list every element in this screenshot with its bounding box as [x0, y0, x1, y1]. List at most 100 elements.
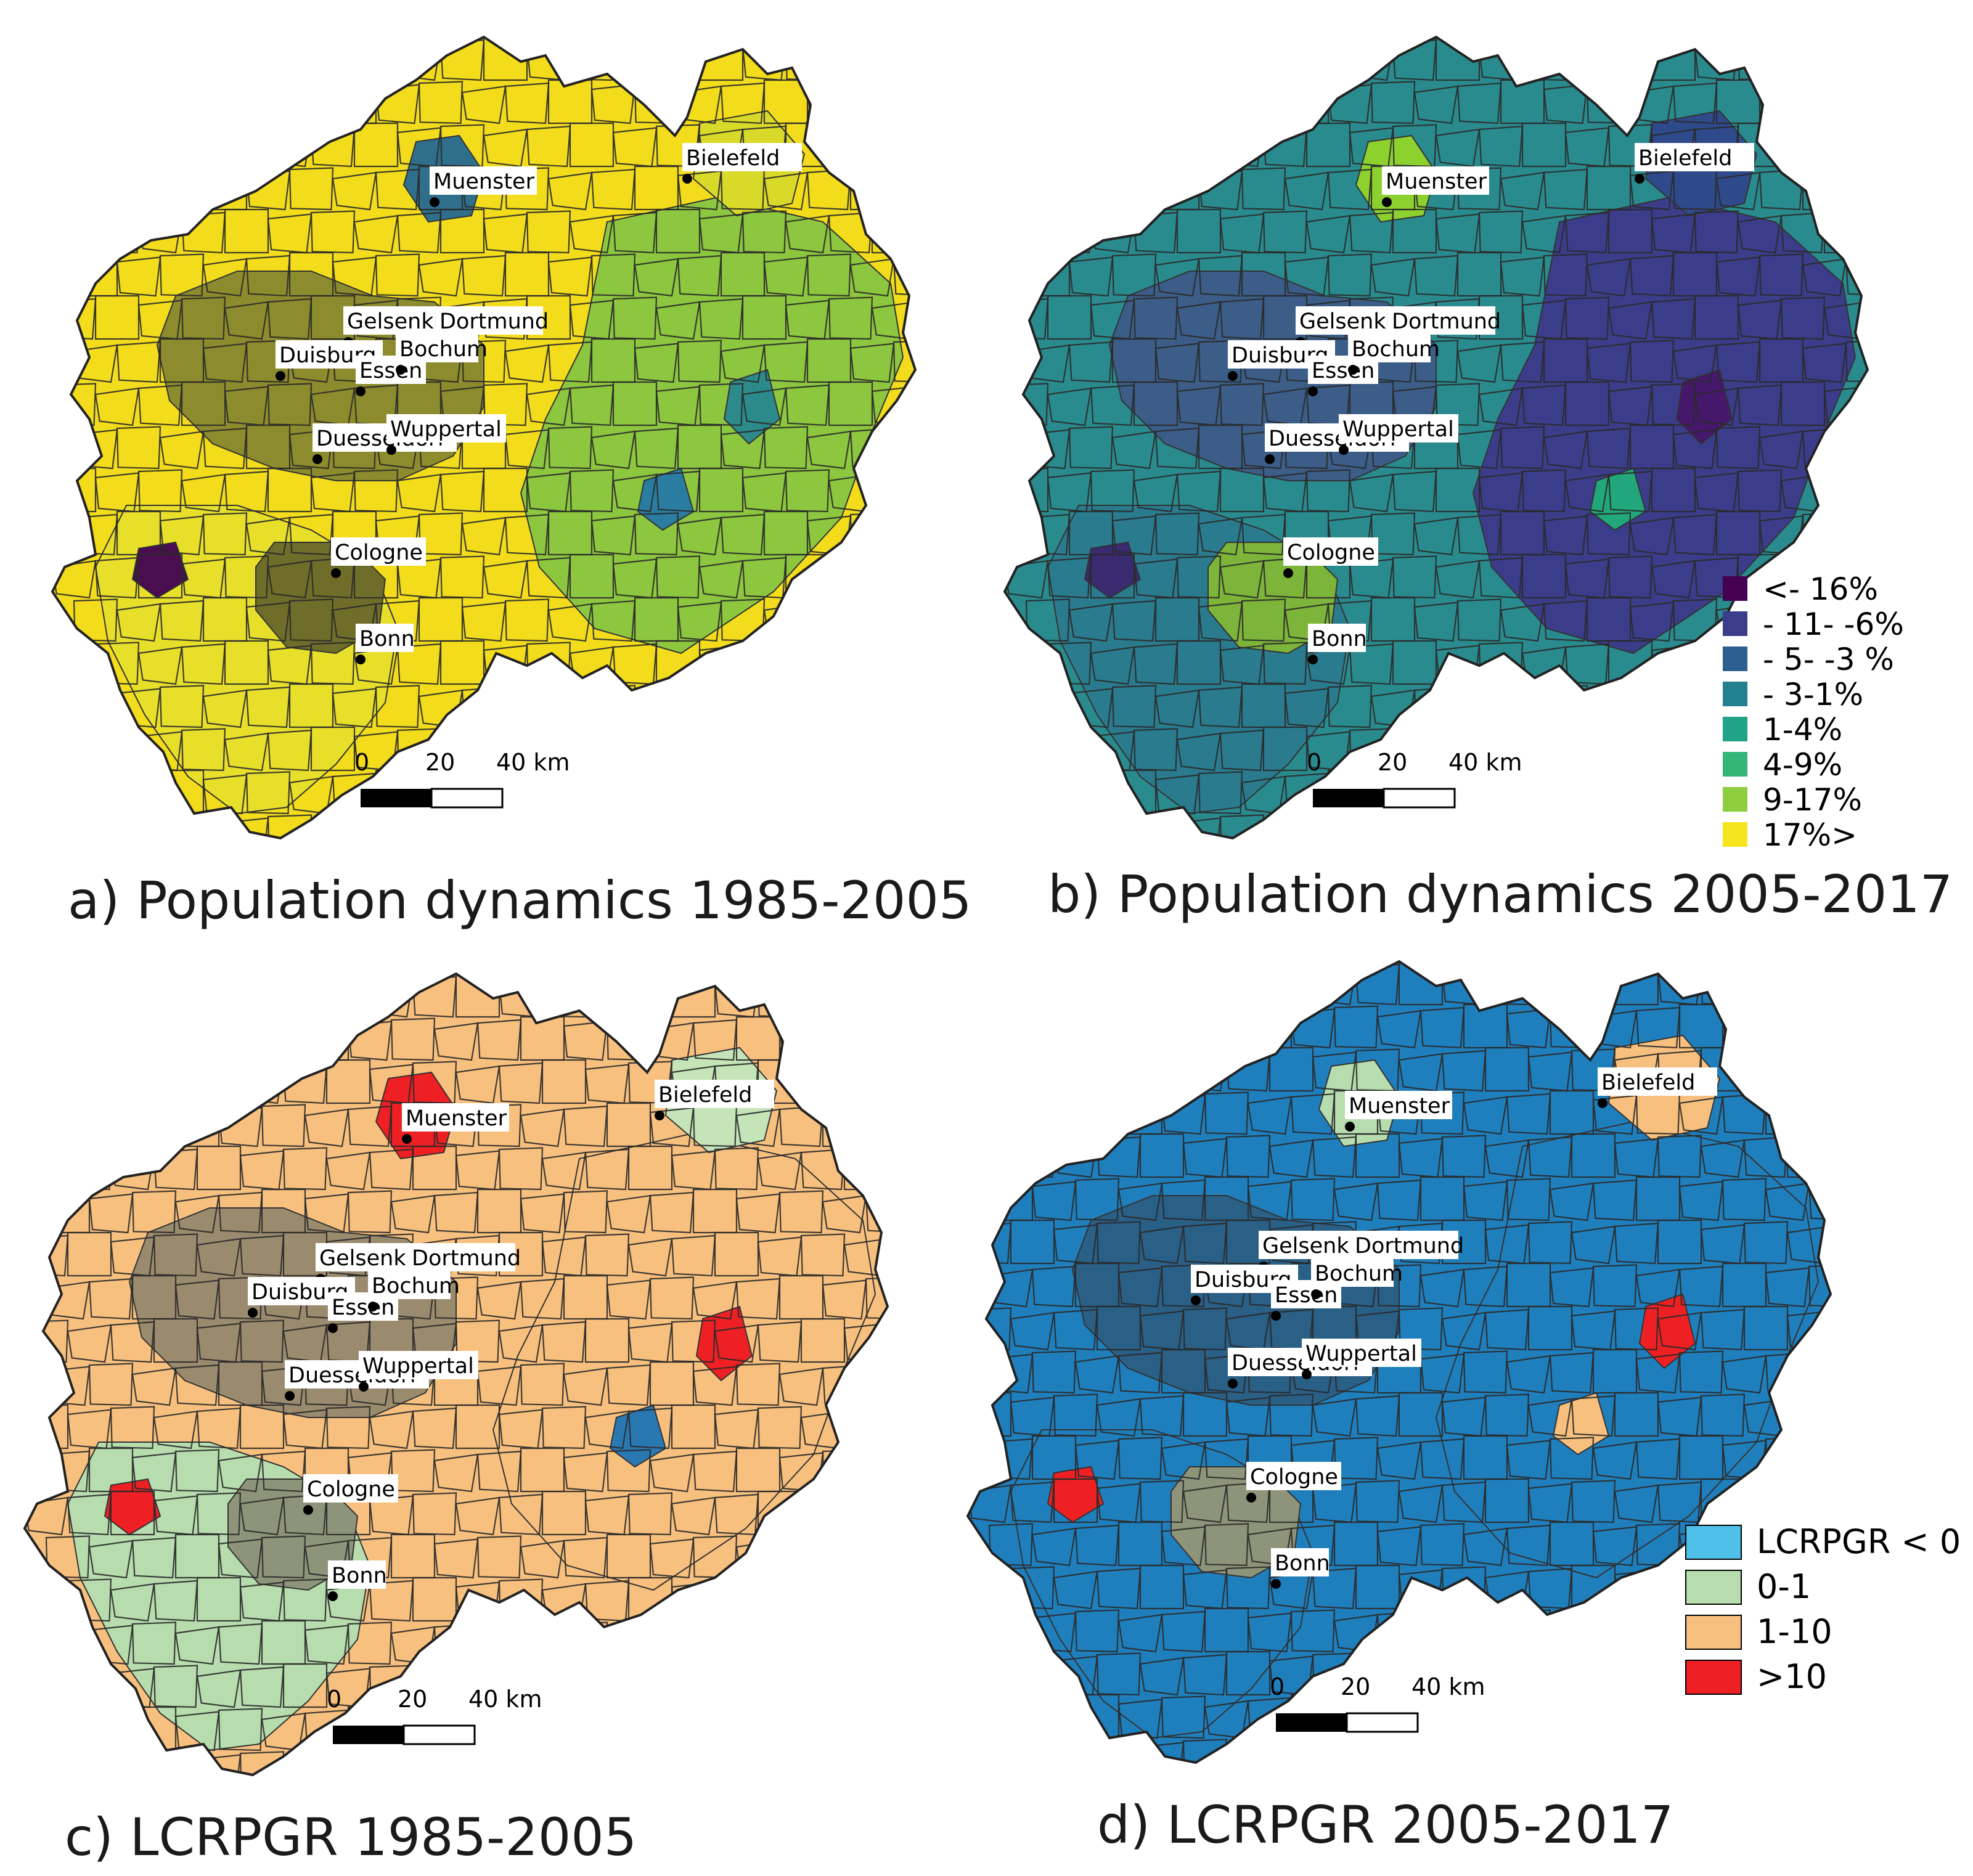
- legend-swatch: [1685, 1525, 1742, 1560]
- city-label-bg: [386, 414, 506, 442]
- municipality-cell: [569, 384, 615, 426]
- municipality-cell: [1312, 1737, 1357, 1763]
- municipality-cell: [1182, 1739, 1228, 1763]
- city-label-bg: [1348, 334, 1431, 362]
- municipality-cell: [547, 256, 593, 297]
- municipality-cell: [547, 171, 593, 211]
- municipality-cell: [590, 168, 636, 211]
- municipality-cell: [1005, 213, 1049, 254]
- municipality-cell: [1355, 1395, 1400, 1437]
- municipality-cell: [1737, 469, 1783, 513]
- municipality-cell: [1700, 1139, 1746, 1178]
- city-label: Wuppertal: [362, 1354, 474, 1379]
- city-label-bg: [1271, 1548, 1329, 1576]
- municipality-cell: [439, 470, 485, 513]
- city-dot: [1308, 386, 1318, 396]
- municipality-cell: [563, 1190, 608, 1234]
- city-label-bg: [655, 1080, 774, 1108]
- municipality-cell: [627, 976, 673, 1018]
- municipality-cell: [1111, 515, 1157, 556]
- municipality-cell: [1392, 817, 1437, 838]
- city-dot: [1345, 1122, 1355, 1132]
- municipality-cell: [627, 1407, 673, 1450]
- municipality-cell: [698, 560, 744, 599]
- municipality-cell: [353, 815, 399, 838]
- municipality-cell: [886, 1234, 888, 1277]
- municipality-cell: [612, 42, 658, 81]
- municipality-cell: [778, 1367, 824, 1406]
- municipality-cell: [806, 769, 852, 815]
- municipality-cell: [1068, 772, 1114, 815]
- municipality-cell: [131, 1105, 177, 1148]
- municipality-cell: [1766, 1784, 1809, 1824]
- municipality-cell: [968, 1569, 1012, 1610]
- municipality-cell: [1204, 1091, 1249, 1135]
- city-dot: [430, 197, 439, 207]
- municipality-cell: [1829, 961, 1831, 1006]
- municipality-cell: [1355, 1133, 1400, 1178]
- municipality-cell: [1413, 255, 1459, 297]
- municipality-cell: [865, 1538, 888, 1579]
- municipality-cell: [1700, 1393, 1746, 1437]
- municipality-cell: [137, 38, 183, 81]
- municipality-cell: [871, 124, 915, 168]
- municipality-cell: [547, 772, 593, 815]
- municipality-cell: [865, 1107, 888, 1148]
- municipality-cell: [893, 170, 915, 211]
- municipality-cell: [1010, 1650, 1055, 1696]
- panel-title-a: a) Population dynamics 1985-2005: [68, 870, 971, 931]
- municipality-cell: [174, 1449, 220, 1493]
- municipality-cell: [1614, 1307, 1659, 1351]
- municipality-cell: [1139, 1395, 1185, 1437]
- municipality-cell: [1456, 82, 1502, 124]
- city-label: Cologne: [1287, 540, 1375, 565]
- municipality-cell: [735, 1108, 781, 1148]
- municipality-cell: [1564, 812, 1610, 838]
- legend-swatch: [1723, 787, 1747, 812]
- municipality-cell: [455, 1404, 500, 1450]
- municipality-cell: [1349, 211, 1394, 254]
- municipality-cell: [1874, 1482, 1917, 1522]
- municipality-cell: [741, 387, 787, 426]
- municipality-cell: [1090, 646, 1135, 685]
- municipality-cell: [439, 817, 485, 838]
- municipality-cell: [914, 128, 915, 168]
- municipality-cell: [1010, 965, 1055, 1006]
- municipality-cell: [1845, 516, 1868, 556]
- municipality-cell: [569, 214, 615, 254]
- city-dot: [396, 365, 406, 375]
- municipality-cell: [627, 1145, 673, 1191]
- municipality-cell: [239, 974, 285, 1018]
- municipality-cell: [590, 515, 636, 556]
- municipality-cell: [1829, 1222, 1831, 1265]
- municipality-cell: [137, 815, 183, 838]
- city-label: Dortmund: [439, 309, 549, 334]
- municipality-cell: [1506, 1178, 1551, 1221]
- municipality-cell: [245, 686, 291, 728]
- municipality-cell: [1117, 1613, 1163, 1653]
- municipality-cell: [1441, 1135, 1487, 1178]
- municipality-cell: [1198, 255, 1243, 297]
- municipality-cell: [282, 1663, 328, 1708]
- municipality-cell: [937, 253, 980, 296]
- municipality-cell: [1808, 1009, 1831, 1049]
- municipality-cell: [886, 1404, 888, 1450]
- municipality-cell: [196, 1754, 242, 1775]
- municipality-cell: [714, 1755, 759, 1775]
- municipality-cell: [1441, 1481, 1487, 1523]
- municipality-cell: [909, 1451, 952, 1491]
- scale-tick-label: 20: [398, 1686, 427, 1713]
- municipality-cell: [1074, 1524, 1120, 1567]
- municipality-cell: [347, 1621, 393, 1665]
- municipality-cell: [1808, 1441, 1831, 1480]
- municipality-cell: [52, 645, 97, 685]
- municipality-cell: [369, 1580, 414, 1622]
- municipality-cell: [893, 686, 915, 728]
- municipality-cell: [1370, 81, 1416, 124]
- city-label: Bochum: [1352, 337, 1440, 362]
- municipality-cell: [1852, 1355, 1895, 1393]
- scale-tick-label: 20: [425, 749, 455, 776]
- city-dot: [328, 1591, 338, 1601]
- municipality-cell: [433, 1453, 479, 1493]
- municipality-cell: [914, 37, 915, 81]
